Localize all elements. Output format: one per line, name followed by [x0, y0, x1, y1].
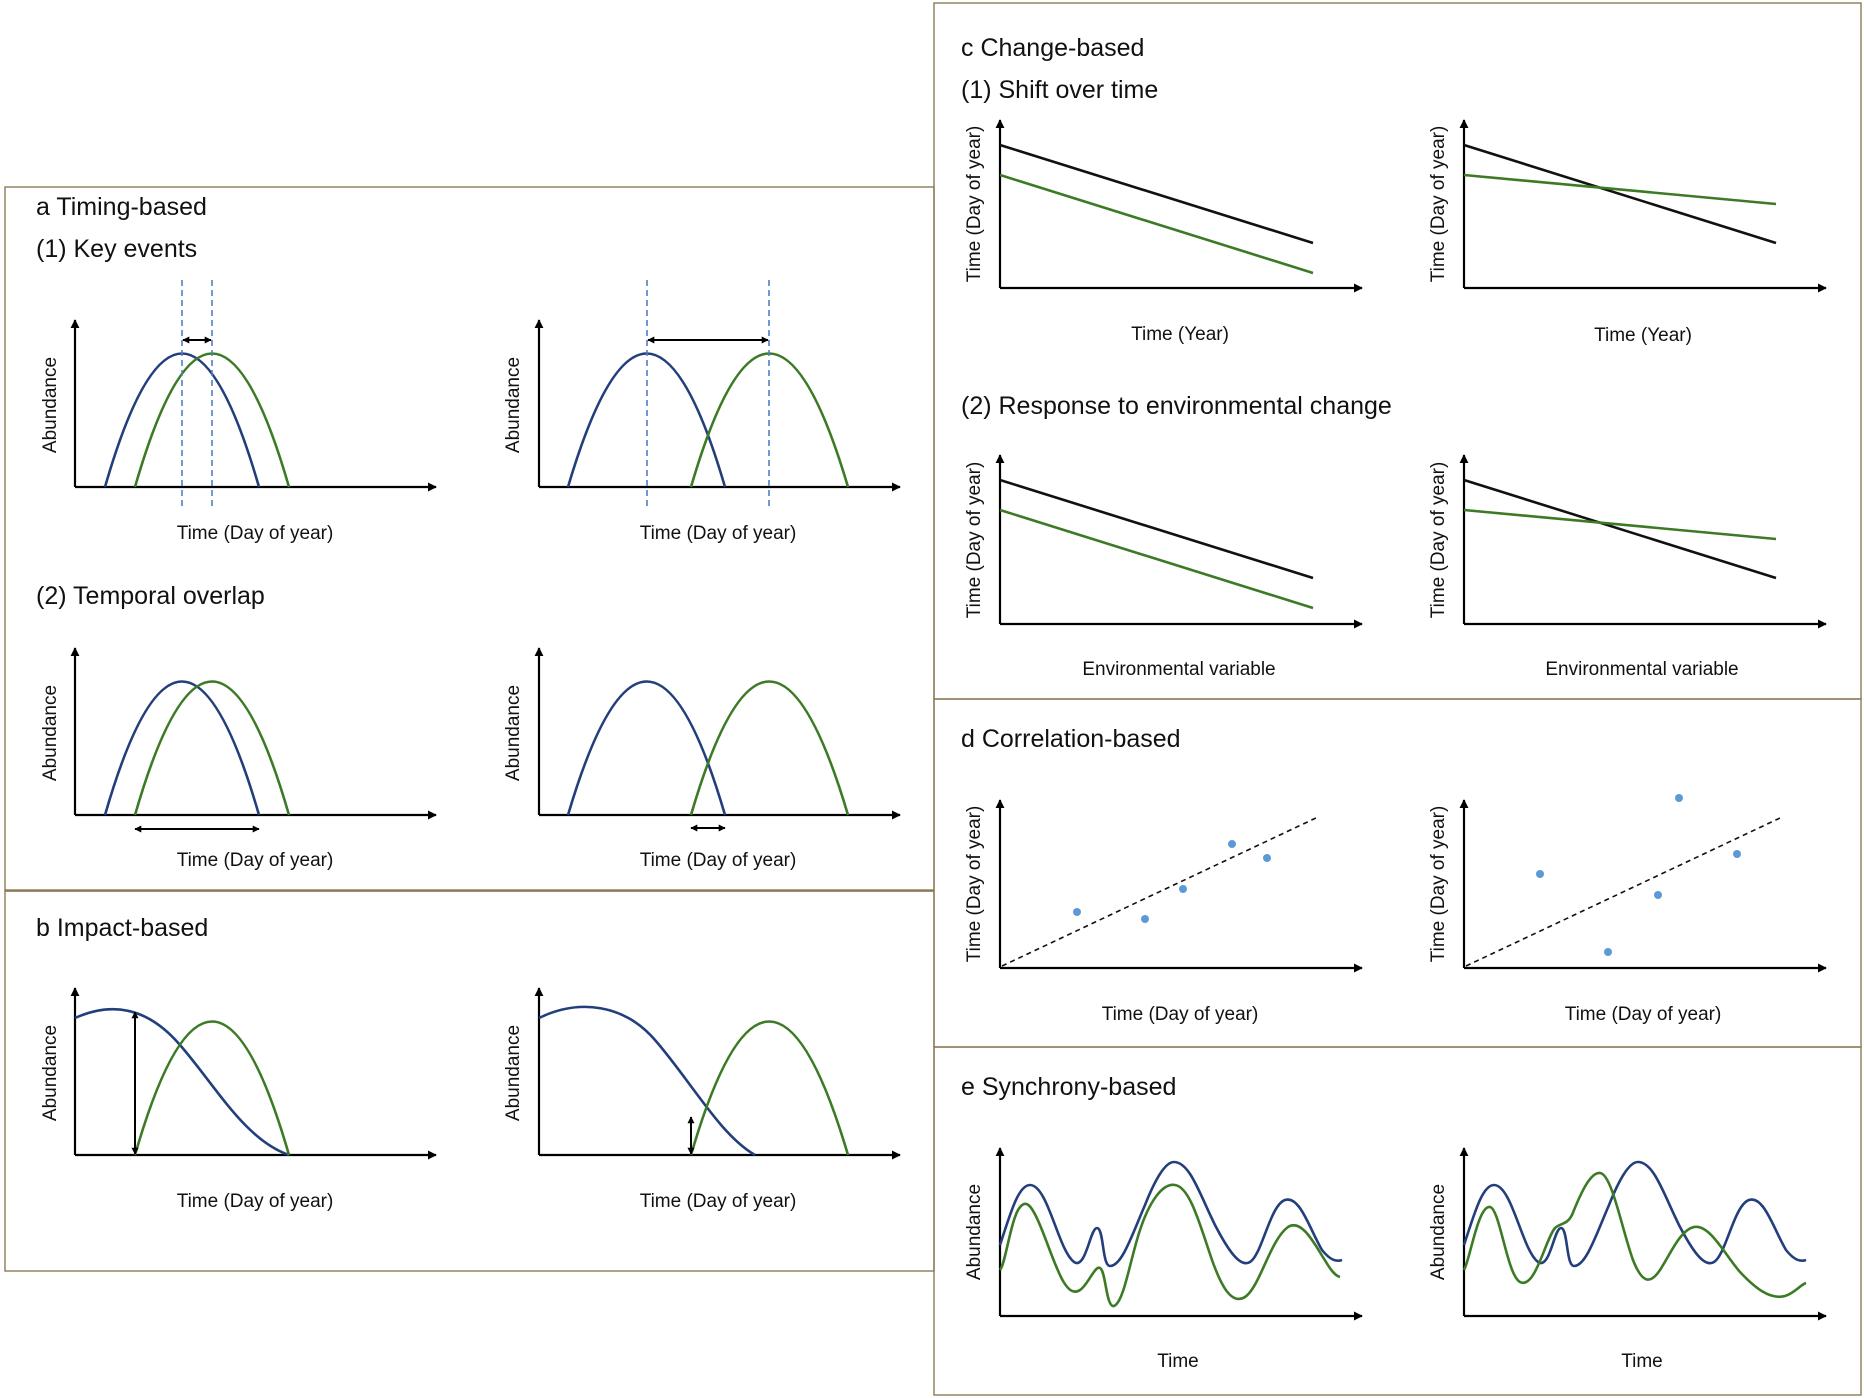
plot-a2-left: Abundance Time (Day of year) [40, 647, 437, 871]
y-axis-label: Abundance [40, 685, 61, 781]
green-curve [133, 1020, 291, 1156]
x-axis-label: Time (Day of year) [177, 523, 334, 544]
plot-a1-right: Abundance Time (Day of year) [503, 280, 901, 544]
x-axis-label: Time (Day of year) [1565, 1004, 1722, 1025]
x-axis-label: Time (Day of year) [1102, 1004, 1259, 1025]
green-line [999, 173, 1314, 275]
x-axis-label: Time (Day of year) [640, 1191, 797, 1212]
trend-line [1001, 816, 1319, 967]
data-point [1073, 908, 1081, 916]
plot-c2-left: Time (Day of year) Environmental variabl… [964, 454, 1363, 680]
y-axis-label: Time (Day of year) [964, 806, 985, 963]
plot-c2-right: Time (Day of year) Environmental variabl… [1428, 454, 1827, 680]
panel-b-title: b Impact-based [36, 914, 208, 942]
data-point [1536, 870, 1544, 878]
panel-a-subtitle-temporal-overlap: (2) Temporal overlap [36, 582, 265, 610]
panel-a-title: a Timing-based [36, 193, 207, 221]
y-axis-label: Abundance [40, 1025, 61, 1121]
x-axis-label: Time (Year) [1131, 324, 1229, 345]
panel-c-frame [933, 2, 1862, 700]
y-axis-label: Abundance [503, 357, 524, 453]
blue-curve [566, 680, 727, 816]
plot-a2-right: Abundance Time (Day of year) [503, 647, 901, 871]
data-point [1654, 891, 1662, 899]
green-curve [689, 1020, 850, 1156]
plot-c1-left: Time (Day of year) Time (Year) [964, 119, 1363, 345]
panel-e: e Synchrony-based Abundance Time Abundan… [933, 1046, 1862, 1396]
green-curve [1462, 1171, 1807, 1299]
data-point [1228, 840, 1236, 848]
y-axis-label: Time (Day of year) [1428, 126, 1449, 283]
blue-curve [74, 1007, 290, 1157]
data-point [1733, 850, 1741, 858]
y-axis-label: Abundance [1428, 1184, 1449, 1280]
x-axis-label: Time (Day of year) [640, 523, 797, 544]
green-curve [689, 680, 850, 816]
x-axis-label: Time (Day of year) [177, 850, 334, 871]
panel-c-title: c Change-based [961, 34, 1144, 62]
data-point [1141, 915, 1149, 923]
green-curve [133, 680, 291, 816]
y-axis-label: Time (Day of year) [964, 126, 985, 283]
plot-a1-left: Abundance Time (Day of year) [40, 280, 437, 544]
black-line [1463, 143, 1777, 245]
black-line [1463, 478, 1777, 580]
x-axis-label: Time [1157, 1351, 1199, 1372]
panel-e-frame [933, 1046, 1862, 1396]
black-line [999, 478, 1314, 580]
x-axis-label: Time (Day of year) [177, 1191, 334, 1212]
panel-c: c Change-based (1) Shift over time (2) R… [933, 2, 1862, 700]
panel-c-subtitle-response: (2) Response to environmental change [961, 392, 1392, 420]
panel-b: b Impact-based Abundance Time (Day of ye… [4, 890, 935, 1272]
y-axis-label: Time (Day of year) [1428, 462, 1449, 619]
x-axis-label: Environmental variable [1545, 659, 1738, 680]
y-axis-label: Abundance [40, 357, 61, 453]
data-point [1604, 948, 1612, 956]
x-axis-label: Time (Day of year) [640, 850, 797, 871]
plot-e-right: Abundance Time [1428, 1147, 1827, 1372]
panel-e-title: e Synchrony-based [961, 1073, 1176, 1101]
x-axis-label: Time [1621, 1351, 1663, 1372]
blue-curve [1462, 1160, 1807, 1268]
plot-b-left: Abundance Time (Day of year) [40, 987, 437, 1212]
data-point [1263, 854, 1271, 862]
black-line [999, 143, 1314, 245]
plot-c1-right: Time (Day of year) Time (Year) [1428, 119, 1827, 346]
panel-a-subtitle-key-events: (1) Key events [36, 235, 197, 263]
y-axis-label: Time (Day of year) [1428, 806, 1449, 963]
green-curve [998, 1183, 1341, 1308]
panel-c-subtitle-shift: (1) Shift over time [961, 76, 1158, 104]
panel-d: d Correlation-based Time (Day of year) T… [933, 698, 1862, 1048]
y-axis-label: Abundance [964, 1184, 985, 1280]
green-line [999, 508, 1314, 610]
blue-curve [538, 1005, 756, 1157]
panel-b-frame [4, 890, 935, 1272]
blue-curve [998, 1160, 1343, 1268]
plot-d-right: Time (Day of year) Time (Day of year) [1428, 794, 1827, 1025]
panel-d-title: d Correlation-based [961, 725, 1181, 753]
y-axis-label: Time (Day of year) [964, 462, 985, 619]
plot-d-left: Time (Day of year) Time (Day of year) [964, 799, 1363, 1025]
green-line [1463, 508, 1777, 541]
y-axis-label: Abundance [503, 685, 524, 781]
green-line [1463, 173, 1777, 206]
y-axis-label: Abundance [503, 1025, 524, 1121]
blue-curve [103, 680, 261, 816]
x-axis-label: Time (Year) [1594, 325, 1692, 346]
x-axis-label: Environmental variable [1082, 659, 1275, 680]
plot-b-right: Abundance Time (Day of year) [503, 987, 901, 1212]
data-point [1179, 885, 1187, 893]
plot-e-left: Abundance Time [964, 1147, 1363, 1372]
panel-a: a Timing-based (1) Key events (2) Tempor… [4, 186, 935, 891]
data-point [1675, 794, 1683, 802]
trend-line [1465, 817, 1781, 967]
